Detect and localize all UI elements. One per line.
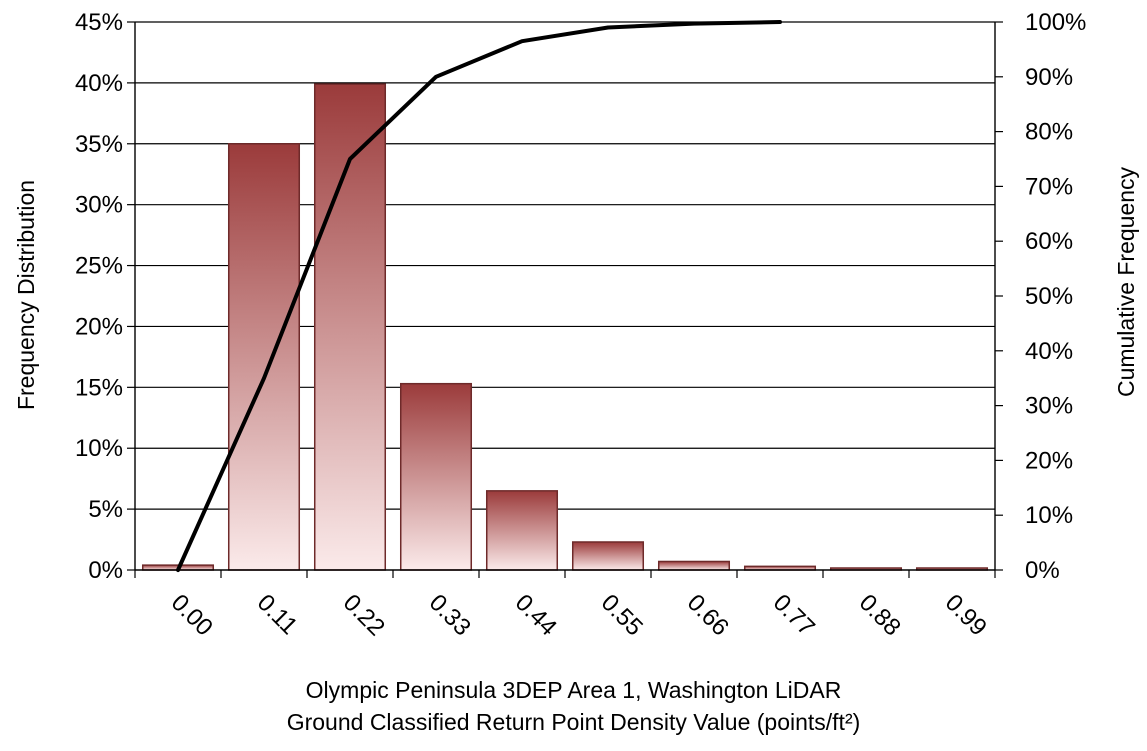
y-tick-label: 35% [75, 131, 123, 158]
y2-axis-title: Cumulative Frequency [1113, 166, 1139, 397]
y-tick-label: 20% [75, 313, 123, 340]
x-tick-label: 0.99 [940, 589, 992, 641]
x-tick-label: 0.11 [252, 589, 303, 640]
y-tick-label: 10% [75, 435, 123, 462]
bar [485, 490, 559, 571]
x-tick-label: 0.88 [854, 589, 906, 641]
x-tick-label: 0.55 [596, 589, 648, 641]
x-tick-label: 0.44 [510, 589, 562, 641]
bar [313, 83, 387, 571]
y2-tick-label: 60% [1025, 228, 1073, 255]
y2-tick-label: 0% [1025, 557, 1060, 584]
y-tick-label: 40% [75, 70, 123, 97]
cumulative-frequency-line [176, 20, 782, 572]
y-tick-label: 0% [88, 557, 123, 584]
y2-tick-label: 30% [1025, 393, 1073, 420]
y-tick-label: 45% [75, 9, 123, 36]
x-tick-label: 0.33 [424, 589, 476, 641]
y2-tick-label: 10% [1025, 502, 1073, 529]
y-tick-label: 30% [75, 192, 123, 219]
y-tick-label: 15% [75, 374, 123, 401]
y2-tick-label: 20% [1025, 447, 1073, 474]
x-tick-label: 0.22 [338, 589, 390, 641]
y2-tick-label: 70% [1025, 173, 1073, 200]
bar [571, 541, 645, 571]
y2-tick-label: 50% [1025, 283, 1073, 310]
x-axis-title-line-1: Olympic Peninsula 3DEP Area 1, Washingto… [305, 677, 842, 703]
cumulative-line [176, 20, 782, 572]
y-axis-title: Frequency Distribution [13, 180, 39, 410]
x-tick-label: 0.00 [166, 589, 218, 641]
bar [227, 143, 301, 571]
x-axis-title-line-2: Ground Classified Return Point Density V… [286, 709, 861, 735]
bar [657, 560, 731, 571]
y2-tick-label: 40% [1025, 338, 1073, 365]
y2-tick-label: 100% [1025, 9, 1086, 36]
x-tick-label: 0.66 [682, 589, 734, 641]
x-tick-label: 0.77 [768, 589, 820, 641]
y2-tick-label: 90% [1025, 64, 1073, 91]
bars [141, 83, 989, 571]
y-tick-label: 25% [75, 253, 123, 280]
y-tick-label: 5% [88, 496, 123, 523]
y2-tick-label: 80% [1025, 119, 1073, 146]
bar [399, 382, 473, 571]
axes [127, 21, 1003, 578]
